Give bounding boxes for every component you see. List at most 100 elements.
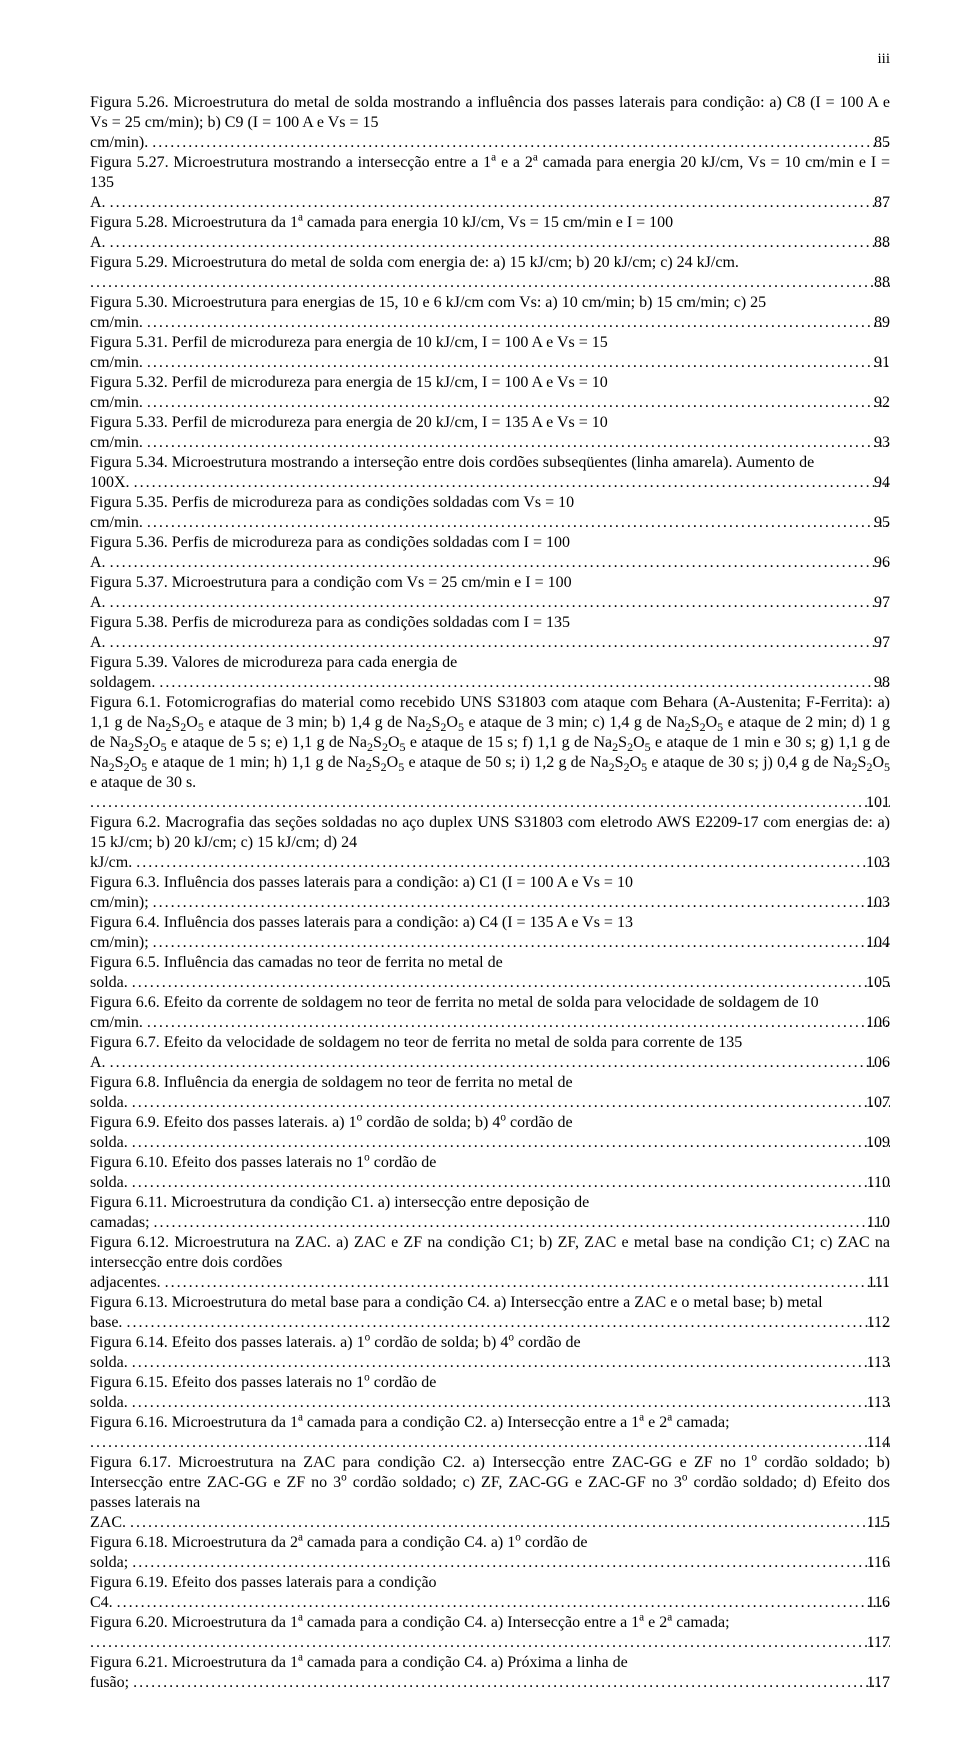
leader-line: solda. 110 [90, 1173, 890, 1193]
figure-entry: Figura 6.20. Microestrutura da 1a camada… [90, 1613, 890, 1653]
entry-text: Figura 6.20. Microestrutura da 1a camada… [90, 1613, 890, 1633]
figure-entry: Figura 5.32. Perfil de microdureza para … [90, 373, 890, 413]
leader-line: 88 [90, 273, 890, 293]
figure-entry: Figura 5.35. Perfis de microdureza para … [90, 493, 890, 533]
entry-text-tail: cm/min. [90, 394, 147, 411]
figure-entry: Figura 6.11. Microestrutura da condição … [90, 1193, 890, 1233]
figure-entry: Figura 5.39. Valores de microdureza para… [90, 653, 890, 693]
entry-page: 117 [863, 1673, 890, 1693]
entry-text: Figura 6.13. Microestrutura do metal bas… [90, 1294, 823, 1311]
entry-text: Figura 5.39. Valores de microdureza para… [90, 654, 457, 671]
leader-line: cm/min). 85 [90, 133, 890, 153]
leader-line: 114 [90, 1433, 890, 1453]
entry-page: 116 [863, 1593, 890, 1613]
leader-line: cm/min. 93 [90, 433, 890, 453]
figure-entry: Figura 5.36. Perfis de microdureza para … [90, 533, 890, 573]
entry-page: 96 [870, 553, 890, 573]
figure-entry: Figura 6.9. Efeito dos passes laterais. … [90, 1113, 890, 1153]
entry-text: Figura 5.36. Perfis de microdureza para … [90, 534, 570, 551]
entry-text-tail: cm/min); [90, 934, 153, 951]
figure-entry: Figura 5.37. Microestrutura para a condi… [90, 573, 890, 613]
entry-page: 109 [862, 1133, 890, 1153]
entry-text-tail: ZAC. [90, 1514, 130, 1531]
entry-text: Figura 6.11. Microestrutura da condição … [90, 1194, 589, 1211]
entry-text: Figura 6.16. Microestrutura da 1a camada… [90, 1413, 890, 1433]
entry-text: Figura 5.28. Microestrutura da 1a camada… [90, 214, 673, 231]
entry-text-tail: A. [90, 554, 110, 571]
figure-entry: Figura 5.33. Perfil de microdureza para … [90, 413, 890, 453]
entry-page: 113 [863, 1353, 890, 1373]
entry-page: 103 [862, 893, 890, 913]
entry-text: Figura 5.32. Perfil de microdureza para … [90, 374, 608, 391]
leader-line: cm/min); 104 [90, 933, 890, 953]
entry-page: 93 [870, 433, 890, 453]
leader-line: cm/min. 92 [90, 393, 890, 413]
leader-line: solda. 113 [90, 1393, 890, 1413]
leader-line: cm/min. 106 [90, 1013, 890, 1033]
figure-entry: Figura 5.29. Microestrutura do metal de … [90, 253, 890, 293]
figure-entry: Figura 6.12. Microestrutura na ZAC. a) Z… [90, 1233, 890, 1293]
entry-page: 110 [863, 1213, 890, 1233]
leader-line: A. 88 [90, 233, 890, 253]
leader-line: kJ/cm. 103 [90, 853, 890, 873]
figure-entry: Figura 6.14. Efeito dos passes laterais.… [90, 1333, 890, 1373]
figure-entry: Figura 5.28. Microestrutura da 1a camada… [90, 213, 890, 253]
figure-entry: Figura 6.6. Efeito da corrente de soldag… [90, 993, 890, 1033]
figure-entry: Figura 6.15. Efeito dos passes laterais … [90, 1373, 890, 1413]
leader-line: cm/min. 89 [90, 313, 890, 333]
list-of-figures: Figura 5.26. Microestrutura do metal de … [90, 93, 890, 1693]
leader-line: A. 97 [90, 593, 890, 613]
entry-page: 104 [862, 933, 890, 953]
entry-text-tail: cm/min). [90, 134, 152, 151]
entry-text: Figura 6.9. Efeito dos passes laterais. … [90, 1114, 573, 1131]
entry-page: 98 [870, 673, 890, 693]
figure-entry: Figura 6.2. Macrografia das seções solda… [90, 813, 890, 873]
entry-text: Figura 6.7. Efeito da velocidade de sold… [90, 1034, 742, 1051]
entry-text-tail: kJ/cm. [90, 854, 136, 871]
figure-entry: Figura 6.13. Microestrutura do metal bas… [90, 1293, 890, 1333]
entry-text: Figura 6.6. Efeito da corrente de soldag… [90, 994, 819, 1011]
entry-text-tail: solda. [90, 1394, 132, 1411]
entry-text: Figura 6.19. Efeito dos passes laterais … [90, 1574, 437, 1591]
figure-entry: Figura 6.1. Fotomicrografias do material… [90, 693, 890, 813]
leader-line: C4. 116 [90, 1593, 890, 1613]
entry-page: 115 [863, 1513, 890, 1533]
entry-text-tail: camadas; [90, 1214, 154, 1231]
leader-line: cm/min. 95 [90, 513, 890, 533]
leader-line: soldagem. 98 [90, 673, 890, 693]
entry-text-tail: solda. [90, 1174, 132, 1191]
leader-line: solda. 113 [90, 1353, 890, 1373]
leader-line: A. 106 [90, 1053, 890, 1073]
leader-line: solda. 109 [90, 1133, 890, 1153]
leader-line: base. 112 [90, 1313, 890, 1333]
leader-line: camadas; 110 [90, 1213, 890, 1233]
entry-text: Figura 5.29. Microestrutura do metal de … [90, 253, 890, 273]
entry-page: 112 [863, 1313, 890, 1333]
figure-entry: Figura 6.17. Microestrutura na ZAC para … [90, 1453, 890, 1533]
entry-text: Figura 6.4. Influência dos passes latera… [90, 914, 633, 931]
entry-text: Figura 5.34. Microestrutura mostrando a … [90, 454, 814, 471]
figure-entry: Figura 6.5. Influência das camadas no te… [90, 953, 890, 993]
entry-text-tail: cm/min. [90, 314, 147, 331]
entry-text-tail: cm/min. [90, 514, 147, 531]
entry-text-tail: adjacentes. [90, 1274, 165, 1291]
leader-line: solda. 107 [90, 1093, 890, 1113]
figure-entry: Figura 6.19. Efeito dos passes laterais … [90, 1573, 890, 1613]
entry-page: 107 [862, 1093, 890, 1113]
entry-page: 114 [863, 1433, 890, 1453]
leader-line: adjacentes. 111 [90, 1273, 890, 1293]
entry-text-tail: solda; [90, 1554, 132, 1571]
entry-page: 113 [863, 1393, 890, 1413]
entry-page: 88 [870, 273, 890, 293]
entry-page: 85 [870, 133, 890, 153]
entry-page: 92 [870, 393, 890, 413]
entry-text-tail: base. [90, 1314, 126, 1331]
leader-line: cm/min. 91 [90, 353, 890, 373]
entry-text-tail: A. [90, 594, 110, 611]
entry-text-tail: fusão; [90, 1674, 133, 1691]
entry-page: 95 [870, 513, 890, 533]
entry-text: Figura 6.2. Macrografia das seções solda… [90, 814, 890, 851]
figure-entry: Figura 5.31. Perfil de microdureza para … [90, 333, 890, 373]
entry-page: 87 [870, 193, 890, 213]
leader-line: ZAC. 115 [90, 1513, 890, 1533]
